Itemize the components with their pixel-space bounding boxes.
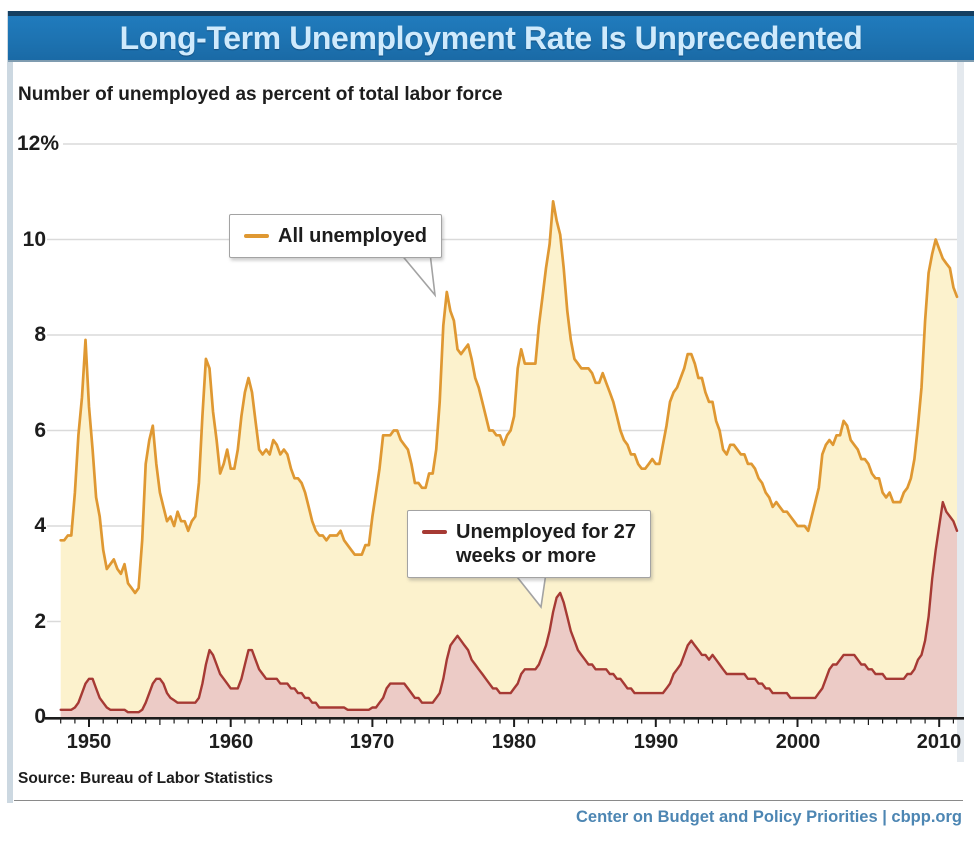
title-banner: Long-Term Unemployment Rate Is Unprecede…: [8, 11, 974, 62]
chart-subtitle: Number of unemployed as percent of total…: [18, 84, 503, 105]
chart-title: Long-Term Unemployment Rate Is Unprecede…: [119, 20, 863, 56]
line-all-unemployed: [59, 199, 959, 595]
footer-divider: [14, 800, 963, 801]
y-axis-label-10: 10: [22, 228, 46, 251]
legend-label-all-unemployed: All unemployed: [278, 225, 427, 247]
area-long-term: [60, 502, 957, 717]
long-term-line-swatch: [422, 530, 447, 534]
y-axis-label-4: 4: [34, 514, 46, 537]
card-right-border: [957, 62, 964, 762]
footer-credit: Center on Budget and Policy Priorities |…: [576, 808, 962, 826]
y-axis-label-12: 12%: [16, 132, 59, 155]
callout-tail-all-unemployed: [398, 252, 437, 298]
x-axis-label-2010: 2010: [916, 731, 962, 753]
legend-label-long-term-line2: weeks or more: [456, 545, 597, 567]
legend-callout-long-term: Unemployed for 27 weeks or more: [407, 510, 652, 578]
x-axis-label-2000: 2000: [775, 731, 821, 753]
x-axis-label-1990: 1990: [633, 731, 679, 753]
area-all-unemployed: [60, 201, 957, 718]
y-axis-label-0: 0: [34, 705, 46, 728]
legend-callout-all-unemployed: All unemployed: [229, 214, 442, 258]
x-axis-label-1960: 1960: [208, 731, 254, 753]
line-long-term: [59, 500, 959, 714]
y-axis-label-8: 8: [34, 323, 46, 346]
source-note: Source: Bureau of Labor Statistics: [18, 770, 273, 787]
all-unemployed-line-swatch: [244, 234, 269, 238]
x-axis-label-1980: 1980: [491, 731, 537, 753]
y-axis-label-2: 2: [34, 610, 46, 633]
x-axis-label-1970: 1970: [349, 731, 395, 753]
legend-label-long-term-line1: Unemployed for 27: [456, 521, 637, 543]
y-axis-label-6: 6: [34, 419, 46, 442]
x-axis-label-1950: 1950: [66, 731, 112, 753]
card-left-border: [7, 11, 13, 803]
